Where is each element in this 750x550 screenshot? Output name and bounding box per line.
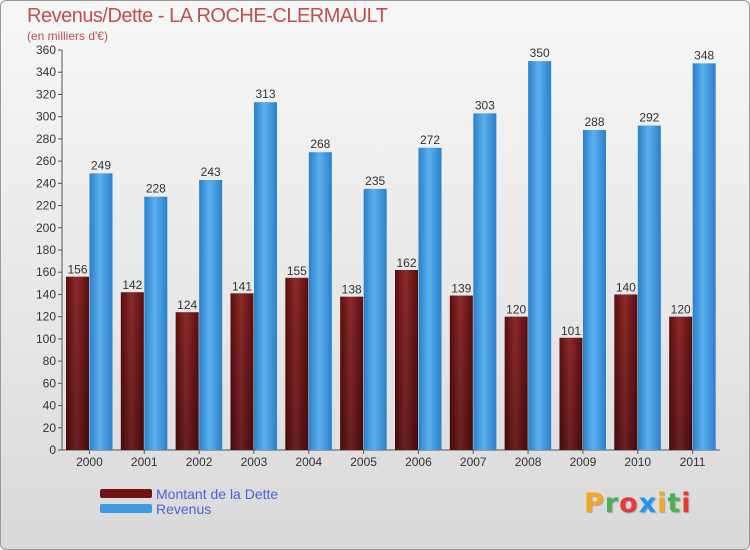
- bar-revenue: [199, 180, 223, 450]
- data-label-revenue: 350: [530, 46, 550, 60]
- data-label-revenue: 243: [201, 165, 221, 179]
- bar-debt-shade: [340, 296, 364, 450]
- legend-label-revenue: Revenus: [156, 500, 212, 517]
- legend: Montant de la Dette Revenus: [100, 485, 279, 517]
- bar-debt-shade: [669, 316, 693, 450]
- data-label-revenue: 292: [639, 111, 659, 125]
- logo-letter: i: [681, 488, 692, 519]
- bar-revenue: [89, 173, 113, 451]
- x-tick-label: 2011: [680, 455, 706, 469]
- bar-revenue: [363, 188, 387, 450]
- data-label-debt: 101: [561, 324, 581, 338]
- logo-letter: P: [584, 488, 605, 519]
- y-tick-label: 60: [43, 376, 57, 390]
- bar-debt-shade: [230, 293, 254, 450]
- bar-debt-shade: [175, 312, 199, 450]
- data-label-revenue: 268: [310, 137, 330, 151]
- logo-letter: i: [657, 488, 668, 519]
- x-tick-label: 2002: [186, 455, 213, 469]
- x-tick-label: 2010: [624, 455, 651, 469]
- bar-revenue: [418, 147, 442, 450]
- legend-swatch-revenue: [100, 504, 152, 513]
- bar-debt-shade: [504, 316, 528, 450]
- bar-revenue: [308, 152, 332, 450]
- y-tick-label: 120: [36, 310, 56, 324]
- x-tick-label: 2009: [570, 455, 597, 469]
- chart-title: Revenus/Dette - LA ROCHE-CLERMAULT: [27, 5, 388, 27]
- legend-item-revenue: Revenus: [100, 500, 278, 517]
- data-label-revenue: 303: [475, 98, 495, 112]
- data-label-debt: 138: [342, 283, 362, 297]
- y-tick-label: 240: [36, 176, 56, 190]
- data-label-debt: 124: [177, 298, 197, 312]
- data-label-debt: 139: [451, 282, 471, 296]
- legend-swatch-debt: [100, 489, 152, 498]
- data-label-revenue: 235: [365, 174, 385, 188]
- bar-revenue: [473, 113, 497, 450]
- bar-debt-shade: [559, 337, 583, 450]
- bar-revenue: [528, 61, 552, 450]
- data-label-revenue: 288: [584, 115, 604, 129]
- y-tick-label: 340: [36, 65, 56, 79]
- data-label-debt: 155: [287, 264, 307, 278]
- data-label-debt: 140: [616, 280, 636, 294]
- y-tick-label: 280: [36, 132, 56, 146]
- data-label-revenue: 272: [420, 133, 440, 147]
- x-tick-label: 2006: [405, 455, 432, 469]
- bar-debt-shade: [449, 295, 473, 450]
- y-tick-label: 180: [36, 243, 56, 257]
- legend-item-debt: Montant de la Dette: [100, 485, 279, 502]
- y-tick-label: 300: [36, 110, 56, 124]
- legend-label-debt: Montant de la Dette: [156, 485, 279, 502]
- bar-revenue: [583, 130, 606, 450]
- data-label-revenue: 348: [694, 48, 714, 62]
- data-label-revenue: 249: [91, 158, 111, 172]
- y-tick-label: 140: [36, 287, 56, 301]
- proxiti-logo: Proxiti: [584, 488, 692, 519]
- bar-debt-shade: [614, 294, 638, 450]
- data-label-debt: 156: [67, 263, 87, 277]
- x-tick-label: 2000: [76, 455, 103, 469]
- bar-debt-shade: [285, 277, 309, 450]
- logo-letter: o: [619, 488, 639, 519]
- y-tick-label: 40: [43, 399, 57, 413]
- x-tick-label: 2003: [241, 455, 268, 469]
- bar-debt-shade: [395, 270, 418, 450]
- bar-revenue: [254, 102, 277, 450]
- bar-debt-shade: [66, 276, 89, 450]
- data-label-revenue: 313: [255, 87, 275, 101]
- y-tick-label: 200: [36, 221, 56, 235]
- bar-revenue: [144, 196, 168, 450]
- x-tick-label: 2008: [515, 455, 542, 469]
- logo-letter: t: [667, 488, 682, 519]
- data-label-debt: 142: [122, 278, 142, 292]
- y-tick-label: 100: [36, 332, 56, 346]
- y-tick-label: 20: [43, 421, 57, 435]
- data-label-revenue: 228: [146, 182, 166, 196]
- y-tick-label: 320: [36, 87, 56, 101]
- data-label-debt: 162: [396, 256, 416, 270]
- y-tick-label: 80: [43, 354, 57, 368]
- y-tick-label: 220: [36, 199, 56, 213]
- bar-debt-shade: [120, 292, 144, 450]
- x-tick-label: 2005: [350, 455, 377, 469]
- x-tick-label: 2004: [295, 455, 322, 469]
- data-label-debt: 141: [232, 279, 252, 293]
- bar-revenue: [692, 63, 716, 450]
- x-tick-label: 2007: [460, 455, 487, 469]
- y-tick-label: 0: [49, 443, 56, 457]
- data-label-debt: 120: [671, 303, 691, 317]
- y-tick-label: 360: [36, 43, 56, 57]
- data-label-debt: 120: [506, 303, 526, 317]
- y-tick-label: 260: [36, 154, 56, 168]
- y-tick-label: 160: [36, 265, 56, 279]
- chart-subtitle: (en milliers d'€): [27, 29, 108, 43]
- bar-revenue: [637, 125, 661, 451]
- logo-letter: r: [604, 488, 620, 519]
- logo-letter: x: [638, 488, 658, 519]
- x-tick-label: 2001: [131, 455, 158, 469]
